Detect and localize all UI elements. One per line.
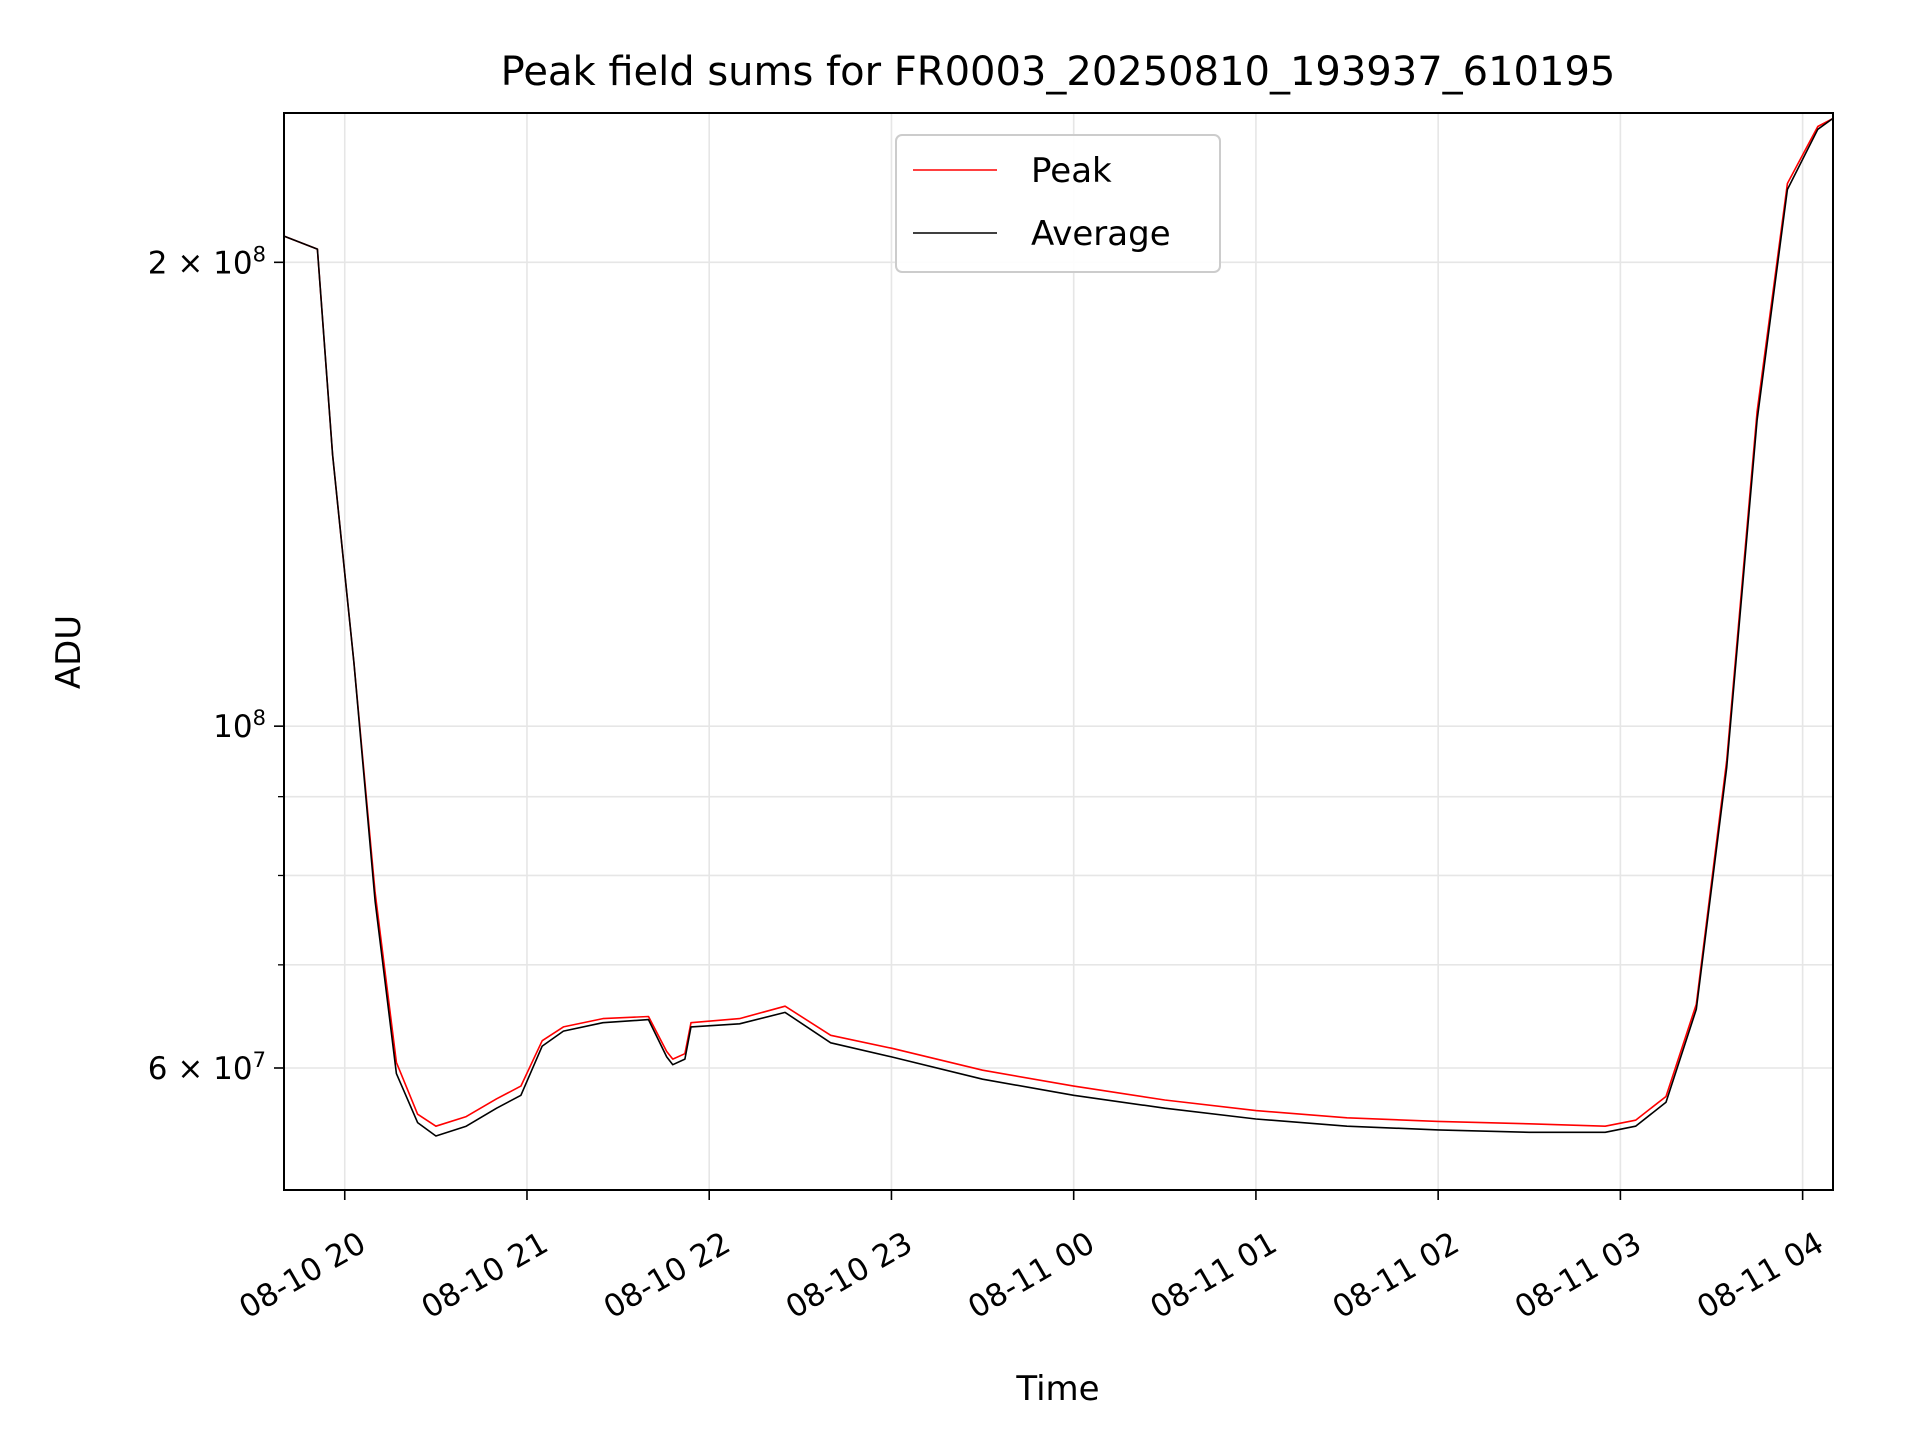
y-tick-label: 6 × 107 [148,1048,266,1087]
legend-label-peak: Peak [1031,151,1112,191]
y-ticks: 2 × 108 108 6 × 107 [148,242,284,1087]
x-axis-label: Time [1015,1369,1099,1409]
legend: Peak Average [895,134,1221,273]
series-line-peak [283,117,1834,1127]
legend-label-average: Average [1031,214,1171,254]
y-tick-label: 108 [213,706,266,745]
plot-frame [283,112,1834,1191]
chart-title: Peak field sums for FR0003_20250810_1939… [501,49,1616,95]
series-layer [283,117,1834,1137]
series-line-average [283,117,1834,1137]
y-tick-label: 2 × 108 [148,242,266,281]
y-axis-label: ADU [49,615,89,689]
